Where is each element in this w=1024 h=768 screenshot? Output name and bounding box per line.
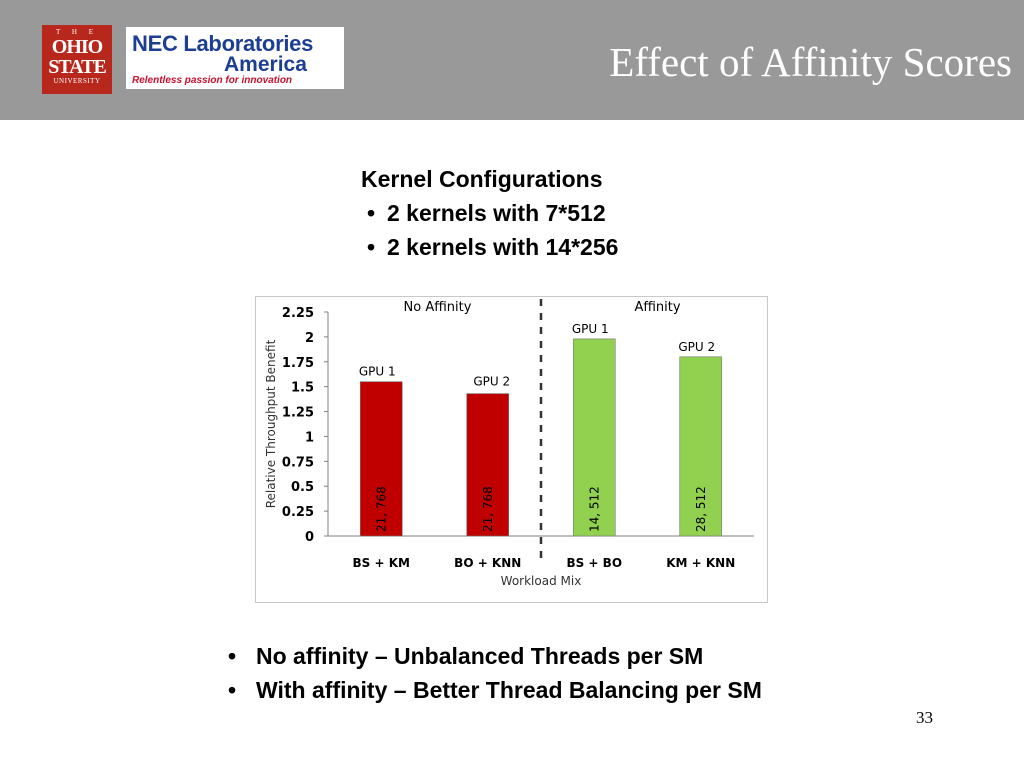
bar-gpu-label: GPU 1 [359, 365, 396, 379]
nec-logo-region: America [224, 53, 307, 76]
config-heading: Kernel Configurations [361, 166, 603, 192]
bar-inner-label: 28, 512 [694, 486, 708, 532]
summary-bullet: • With affinity – Better Thread Balancing… [228, 673, 762, 707]
bar-inner-label: 21, 768 [481, 486, 495, 532]
bullet-icon: • [367, 200, 376, 226]
y-tick-label: 2 [305, 331, 314, 346]
bar-gpu-label: GPU 2 [473, 375, 510, 389]
bar [572, 338, 616, 537]
bullet-icon: • [228, 643, 237, 669]
y-tick-label: 1.25 [282, 406, 314, 421]
header-bar: T H E OHIO STATE UNIVERSITY NEC Laborato… [0, 0, 1024, 120]
x-tick-label: BS + BO [566, 556, 622, 570]
throughput-chart: 0 0.25 0.5 0.75 1 1.25 1.5 1.75 2 2.25 Relative Th… [264, 299, 754, 588]
bar [359, 381, 403, 537]
bullet-icon: • [367, 234, 376, 260]
config-bullet-text: 2 kernels with 14*256 [387, 234, 619, 260]
bar-inner-label: 21, 768 [374, 486, 388, 532]
bullet-icon: • [228, 677, 237, 703]
osu-logo-ohio: OHIO [51, 36, 103, 58]
x-tick-label: KM + KNN [666, 556, 735, 570]
summary-bullet: • No affinity – Unbalanced Threads per SM [228, 639, 762, 673]
y-tick-label: 0.75 [282, 455, 314, 470]
y-tick-label: 1.5 [291, 381, 314, 396]
y-tick-label: 0 [305, 530, 314, 545]
nec-logo-tagline: Relentless passion for innovation [132, 75, 293, 86]
summary-bullet-text: No affinity – Unbalanced Threads per SM [256, 643, 704, 669]
y-tick-label: 1 [305, 430, 314, 445]
x-tick-label: BO + KNN [454, 556, 521, 570]
bar [466, 393, 510, 537]
osu-logo-university: UNIVERSITY [53, 77, 101, 85]
x-axis-label: Workload Mix [501, 574, 582, 588]
y-tick-label: 0.25 [282, 505, 314, 520]
summary-bullet-text: With affinity – Better Thread Balancing … [256, 677, 762, 703]
bar-inner-label: 14, 512 [587, 486, 601, 532]
chart-container: 0 0.25 0.5 0.75 1 1.25 1.5 1.75 2 2.25 Relative Th… [255, 296, 768, 603]
config-bullet: • 2 kernels with 7*512 [361, 196, 618, 230]
y-tick-label: 1.75 [282, 356, 314, 371]
group-label-no-affinity: No Affinity [404, 300, 472, 315]
y-tick-label: 0.5 [291, 480, 314, 495]
bar-gpu-label: GPU 2 [678, 340, 715, 354]
kernel-configurations: Kernel Configurations • 2 kernels with 7*… [361, 162, 618, 264]
summary-bullets: • No affinity – Unbalanced Threads per SM… [228, 639, 762, 707]
osu-logo-state: STATE [48, 56, 107, 78]
ohio-state-logo: T H E OHIO STATE UNIVERSITY [42, 25, 112, 94]
nec-logo-name: NEC Laboratories [132, 31, 314, 56]
y-tick-label: 2.25 [282, 306, 314, 321]
slide-title: Effect of Affinity Scores [609, 39, 1012, 85]
osu-logo-the: T H E [56, 28, 98, 36]
nec-labs-logo: NEC Laboratories America Relentless pass… [126, 27, 344, 89]
bar [679, 356, 723, 537]
y-axis-label: Relative Throughput Benefit [264, 339, 278, 508]
x-tick-label: BS + KM [353, 556, 410, 570]
page-number: 33 [916, 708, 933, 727]
config-bullet-text: 2 kernels with 7*512 [387, 200, 606, 226]
config-bullet: • 2 kernels with 14*256 [361, 230, 618, 264]
bar-gpu-label: GPU 1 [572, 322, 609, 336]
group-label-affinity: Affinity [634, 300, 680, 315]
